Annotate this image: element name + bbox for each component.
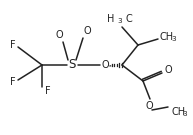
Text: F: F [10,40,16,50]
Text: O: O [164,65,172,75]
Text: CH: CH [160,32,174,42]
Text: C: C [126,14,133,24]
Text: F: F [45,86,51,96]
Text: O: O [83,26,91,36]
Text: F: F [10,77,16,87]
Text: O: O [55,30,63,40]
Text: S: S [68,58,76,72]
Text: O: O [145,101,153,111]
Text: 3: 3 [182,111,187,117]
Text: 3: 3 [118,18,122,24]
Text: CH: CH [171,107,185,117]
Text: ''': ''' [108,64,114,70]
Text: 3: 3 [171,36,176,42]
Text: H: H [107,14,114,24]
Text: O: O [101,60,109,70]
